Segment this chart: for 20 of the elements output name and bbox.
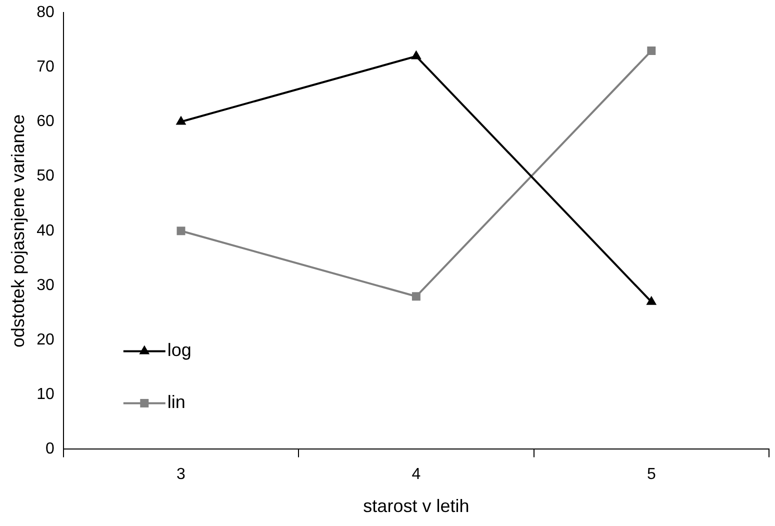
legend-label: lin <box>167 392 186 412</box>
y-axis-title: odstotek pojasnjene variance <box>8 114 28 348</box>
point <box>411 50 422 60</box>
x-axis-title: starost v letih <box>363 496 470 516</box>
x-tick-label: 3 <box>176 466 186 484</box>
point <box>176 116 186 125</box>
y-tick-label: 50 <box>36 168 54 185</box>
x-tick-label: 4 <box>412 466 421 484</box>
x-tick-label: 5 <box>646 466 656 484</box>
y-tick-label: 30 <box>36 276 54 294</box>
point <box>412 292 420 301</box>
y-tick-label: 0 <box>45 440 54 458</box>
y-tick-label: 60 <box>36 113 54 130</box>
y-tick-label: 40 <box>36 222 54 240</box>
legend-label: log <box>167 340 192 360</box>
y-tick-label: 80 <box>36 4 54 22</box>
y-tick-label: 10 <box>36 386 54 404</box>
y-tick-label: 20 <box>36 331 54 348</box>
y-tick-label: 70 <box>36 58 54 76</box>
point <box>176 226 186 236</box>
